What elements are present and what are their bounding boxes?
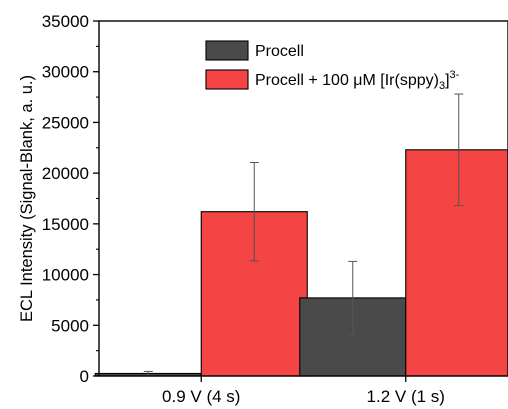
legend-label: Procell xyxy=(255,43,304,60)
y-tick-label: 15000 xyxy=(42,215,89,234)
error-bar xyxy=(249,161,259,262)
y-axis: 0 5000 10000 15000 20000 25000 30000 35000 xyxy=(42,12,99,386)
y-axis-title: ECL Intensity (Signal-Blank, a. u.) xyxy=(18,75,36,322)
y-tick-label: 20000 xyxy=(42,164,89,183)
y-tick-label: 25000 xyxy=(42,113,89,132)
error-bar xyxy=(454,93,464,207)
legend: Procell Procell + 100 μM [Ir(sppy)3]3- xyxy=(205,40,460,92)
y-tick-label: 0 xyxy=(80,367,89,386)
y-tick-label: 35000 xyxy=(42,12,89,31)
y-tick-label: 5000 xyxy=(51,316,89,335)
x-tick-label: 0.9 V (4 s) xyxy=(162,387,240,406)
y-tick-label: 10000 xyxy=(42,266,89,285)
error-bar xyxy=(348,260,358,335)
legend-swatch xyxy=(205,69,249,90)
bar xyxy=(405,149,508,377)
y-tick-label: 30000 xyxy=(42,63,89,82)
legend-label: Procell + 100 μM [Ir(sppy)3]3- xyxy=(255,69,460,92)
plot-area xyxy=(94,93,508,377)
x-axis: 0.9 V (4 s) 1.2 V (1 s) xyxy=(162,376,445,406)
legend-swatch xyxy=(205,40,249,61)
x-tick-label: 1.2 V (1 s) xyxy=(367,387,445,406)
